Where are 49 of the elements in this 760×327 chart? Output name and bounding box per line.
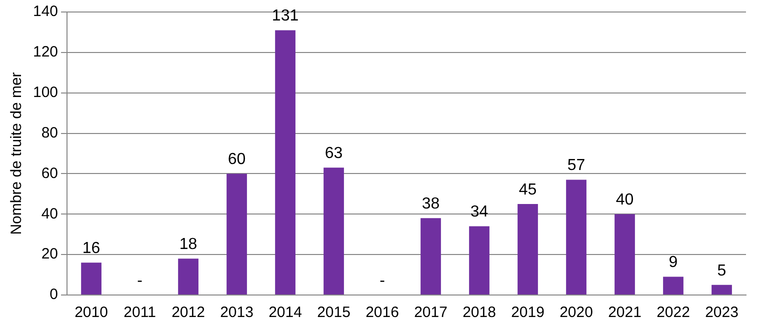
- x-tick-label: 2013: [220, 304, 254, 322]
- x-tick-label: 2023: [705, 304, 738, 322]
- bar: [420, 218, 441, 294]
- y-tick-label: 100: [32, 84, 58, 101]
- data-label: 57: [567, 157, 586, 174]
- data-label: 18: [179, 236, 198, 254]
- bar: [663, 276, 684, 294]
- x-tick-label: 2020: [560, 304, 593, 322]
- x-tick-label: 2022: [656, 304, 690, 322]
- data-label: 63: [324, 145, 343, 162]
- data-label: 16: [82, 240, 100, 258]
- data-label: 38: [422, 196, 440, 213]
- text: -: [380, 272, 385, 290]
- bar: [275, 30, 296, 294]
- y-axis-title: Nombre de truite de mer: [8, 72, 26, 235]
- data-label: 131: [272, 8, 299, 25]
- x-tick-label: 2012: [172, 304, 205, 322]
- y-tick-label: 60: [41, 164, 58, 182]
- bar: [518, 204, 538, 294]
- x-tick-label: 2018: [462, 304, 496, 322]
- data-label: 34: [470, 204, 488, 221]
- bar: [81, 262, 102, 294]
- bar: [712, 284, 732, 294]
- text: -: [137, 272, 142, 290]
- data-label: 5: [717, 262, 726, 280]
- x-tick-label: 2019: [511, 304, 544, 322]
- data-label: 40: [616, 192, 634, 209]
- bar: [614, 214, 635, 294]
- data-label: 9: [668, 254, 678, 272]
- x-tick-label: 2016: [366, 304, 399, 322]
- x-tick-label: 2015: [317, 304, 350, 322]
- x-tick-label: 2011: [124, 304, 156, 322]
- bar: [324, 168, 344, 294]
- bar: [566, 180, 586, 294]
- x-tick-label: 2014: [268, 304, 302, 322]
- x-tick-label: 2017: [414, 304, 448, 322]
- x-tick-label: 2010: [74, 304, 108, 322]
- y-tick-label: 40: [41, 205, 58, 222]
- bar: [469, 226, 490, 294]
- y-tick-label: 20: [41, 246, 58, 263]
- data-label: 60: [228, 151, 246, 168]
- y-tick-label: 0: [50, 286, 58, 304]
- y-tick-label: 140: [32, 3, 58, 20]
- y-tick-label: 120: [32, 44, 58, 61]
- y-tick-label: 80: [41, 124, 58, 142]
- x-tick-label: 2021: [608, 304, 642, 322]
- bar: [178, 258, 198, 294]
- bar: [226, 174, 247, 294]
- data-label: 45: [518, 181, 537, 198]
